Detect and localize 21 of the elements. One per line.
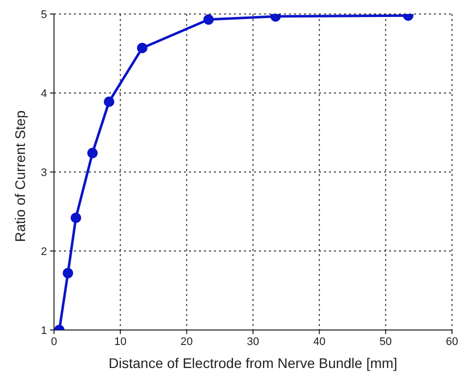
point [70,212,82,224]
y-tick-label: 5 [40,8,47,21]
y-tick-label: 2 [40,246,47,258]
x-tick-label: 60 [446,336,458,348]
x-tick-label: 30 [246,336,260,348]
point [87,148,98,158]
point [62,268,74,278]
x-tick-label: 50 [380,336,392,348]
x-axis-title: Distance of Electrode from Nerve Bundle [mm] [108,355,398,371]
y-tick-label: 1 [40,324,47,337]
point [270,14,281,22]
point [203,14,214,25]
point [136,42,148,54]
x-tick-label: 0 [50,336,58,348]
x-tick-label: 40 [313,336,326,348]
x-tick-label: 10 [114,336,126,348]
y-tick-label: 3 [40,166,47,179]
y-axis-title: Ratio of Current Step [12,110,28,242]
x-tick-label: 20 [180,336,193,348]
y-tick-label: 4 [40,88,47,100]
point [104,96,114,107]
